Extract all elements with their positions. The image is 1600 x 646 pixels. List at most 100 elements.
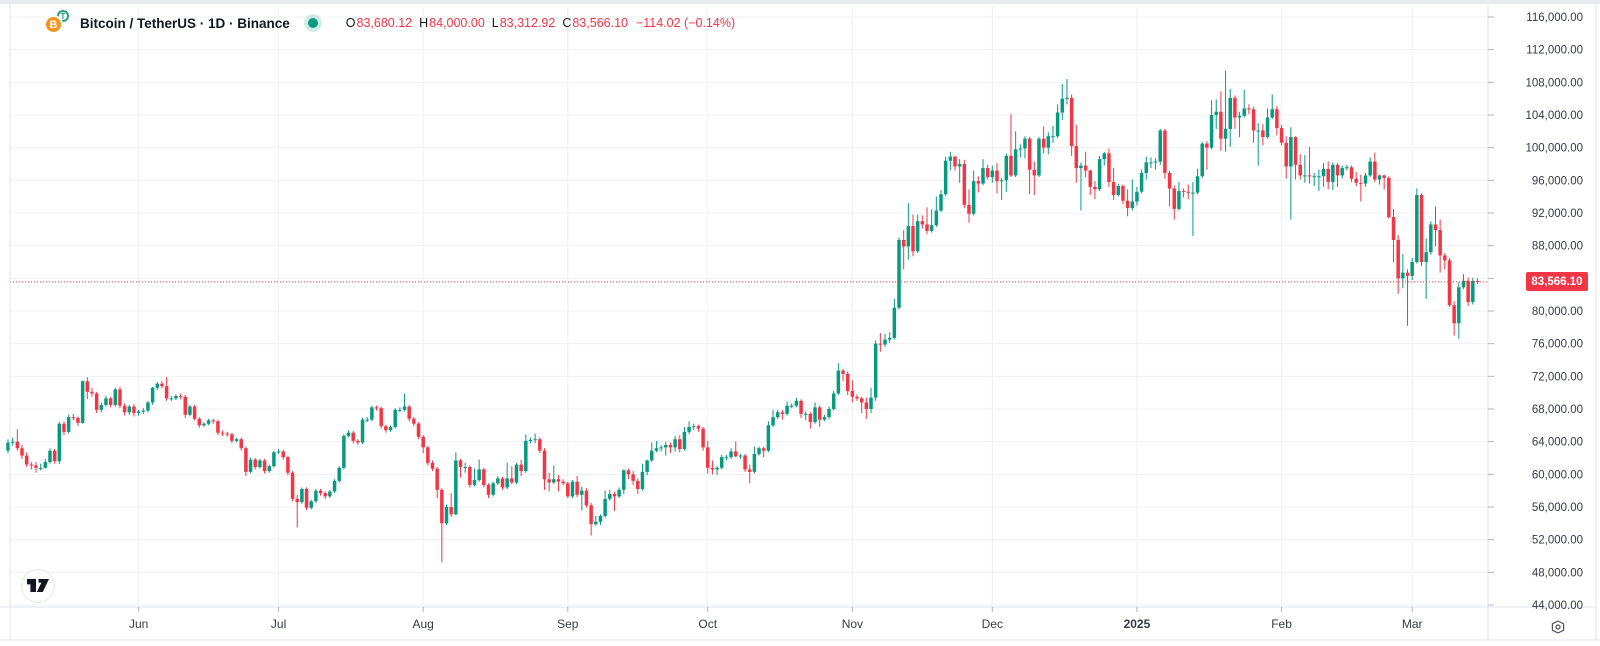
candle xyxy=(318,489,323,496)
candle xyxy=(701,426,705,451)
candle xyxy=(458,458,463,478)
price-tick-label: 104,000.00 xyxy=(1525,110,1583,122)
candle xyxy=(1293,136,1298,180)
candle xyxy=(300,487,304,504)
price-axis[interactable]: 116,000.00 112,000.00 108,000.00 104,000.00… xyxy=(1488,12,1583,612)
candle xyxy=(449,493,453,517)
candle xyxy=(622,469,626,494)
btc-usdt-pair-icon: T B xyxy=(44,10,74,36)
candle xyxy=(827,406,831,419)
candle xyxy=(1335,163,1340,187)
candle xyxy=(664,441,668,456)
candle xyxy=(995,163,999,194)
candle xyxy=(990,165,995,183)
candle xyxy=(66,414,71,434)
candle xyxy=(174,394,178,401)
candle xyxy=(911,214,915,257)
candle xyxy=(356,439,360,445)
price-tick-label: 56,000.00 xyxy=(1532,502,1583,514)
candle xyxy=(556,475,561,492)
time-tick-label: Feb xyxy=(1271,617,1292,631)
candle xyxy=(1382,174,1386,190)
candle xyxy=(580,486,584,511)
candle xyxy=(398,407,402,413)
candle xyxy=(342,434,346,470)
window-top-edge xyxy=(0,0,1600,4)
candle xyxy=(216,419,220,436)
candle xyxy=(552,465,556,485)
candle xyxy=(1233,95,1237,129)
candle xyxy=(678,435,682,453)
candle xyxy=(76,416,80,427)
candle xyxy=(925,207,929,235)
candle xyxy=(62,421,66,436)
time-tick-label: Aug xyxy=(413,617,434,631)
candle xyxy=(24,452,29,467)
candle xyxy=(803,411,808,421)
candle xyxy=(542,448,547,490)
candle xyxy=(468,465,472,488)
candle xyxy=(1326,161,1330,190)
candle xyxy=(1275,106,1279,136)
candle xyxy=(141,408,146,414)
candle xyxy=(1116,183,1121,197)
candle xyxy=(594,515,598,526)
candle xyxy=(276,449,281,454)
price-scale-settings-button[interactable] xyxy=(1548,617,1568,637)
time-axis[interactable]: Jun Jul Aug Sep Oct Nov Dec 2025 Feb Mar xyxy=(129,607,1423,631)
candle xyxy=(304,487,309,511)
candle xyxy=(253,458,257,470)
candle xyxy=(1284,136,1288,179)
change-value: −114.02 (−0.14%) xyxy=(635,16,736,30)
candle xyxy=(1363,172,1368,187)
time-tick-label: Jul xyxy=(271,617,286,631)
candle xyxy=(738,453,743,459)
price-tick-label: 80,000.00 xyxy=(1532,306,1583,318)
candle xyxy=(1097,155,1102,191)
candle xyxy=(440,488,444,563)
candle xyxy=(1172,185,1176,220)
candle xyxy=(1475,278,1480,284)
candle xyxy=(771,409,775,427)
candle xyxy=(262,458,267,474)
candle xyxy=(370,405,374,422)
candle xyxy=(454,452,458,516)
candle xyxy=(118,386,122,409)
candle xyxy=(706,440,710,474)
candle xyxy=(1181,188,1186,198)
candle xyxy=(799,399,803,418)
candle xyxy=(584,488,589,508)
candle xyxy=(15,429,20,451)
candle xyxy=(920,215,925,229)
price-tick-label: 100,000.00 xyxy=(1525,143,1583,155)
candle xyxy=(687,421,691,435)
candle xyxy=(640,463,645,491)
candle xyxy=(1265,108,1270,139)
candle xyxy=(1443,253,1447,270)
candle xyxy=(295,494,299,528)
candle xyxy=(1023,136,1027,159)
candle xyxy=(1256,123,1260,166)
tradingview-logo[interactable] xyxy=(21,569,55,603)
symbol-title[interactable]: Bitcoin / TetherUS · 1D · Binance xyxy=(80,15,290,31)
candle xyxy=(1410,257,1414,280)
candle xyxy=(1298,154,1302,180)
candle xyxy=(132,404,136,417)
ohlc-values: O 83,680.12 H 84,000.00 L 83,312.92 C 83,566… xyxy=(346,16,735,30)
candle xyxy=(766,421,771,453)
candle xyxy=(122,403,127,416)
market-status-icon[interactable] xyxy=(307,18,318,28)
candle xyxy=(113,387,118,407)
candle xyxy=(1069,94,1074,156)
candle xyxy=(323,491,327,499)
candle xyxy=(1195,168,1200,195)
candle xyxy=(1125,189,1130,217)
candle xyxy=(971,170,976,216)
candle xyxy=(775,409,780,419)
candle xyxy=(1065,79,1069,105)
last-price-label: 83,566.10 xyxy=(1526,272,1588,291)
candle xyxy=(528,437,533,444)
candle xyxy=(1359,174,1363,202)
candle xyxy=(514,462,519,485)
